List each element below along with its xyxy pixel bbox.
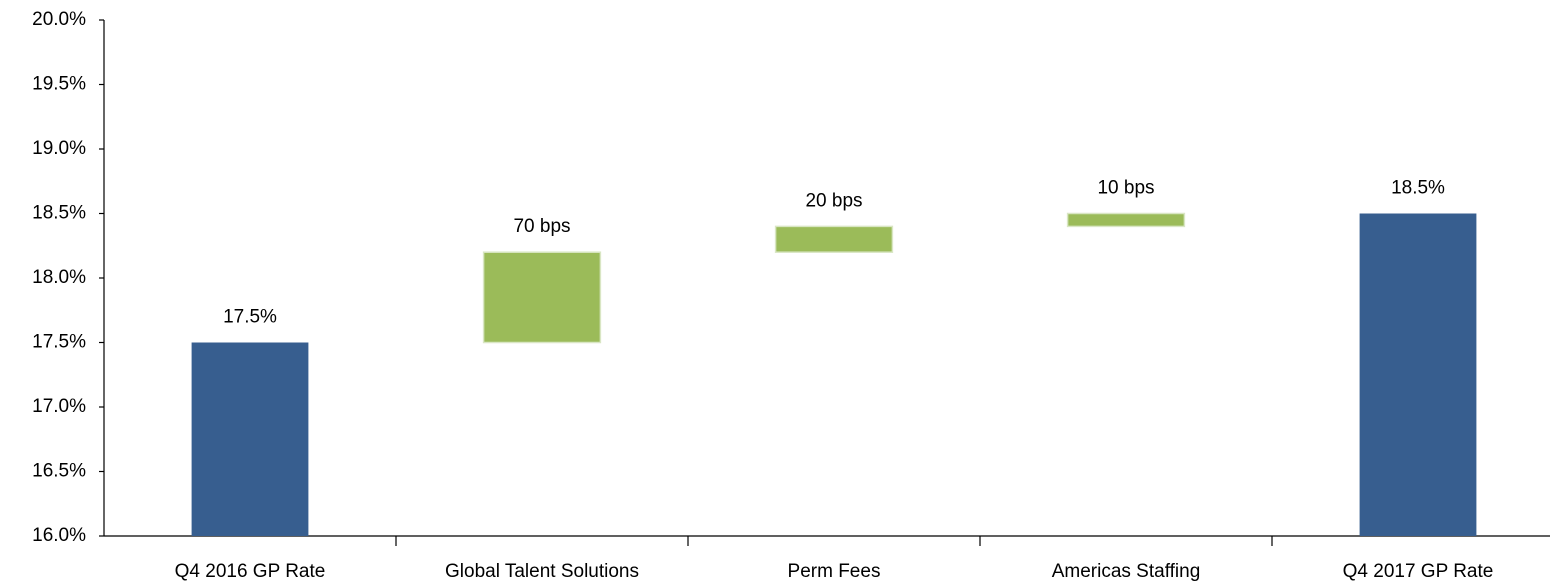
y-tick-label: 16.0% bbox=[32, 525, 86, 546]
bar bbox=[1066, 212, 1186, 228]
x-tick-label: Perm Fees bbox=[788, 561, 881, 582]
y-tick-label: 18.5% bbox=[32, 203, 86, 224]
value-label: 70 bps bbox=[513, 216, 570, 237]
y-tick-label: 16.5% bbox=[32, 461, 86, 482]
x-tick-label: Global Talent Solutions bbox=[445, 561, 639, 582]
bar bbox=[482, 251, 602, 344]
value-label: 18.5% bbox=[1391, 178, 1445, 199]
y-tick-label: 17.0% bbox=[32, 396, 86, 417]
x-tick-label: Americas Staffing bbox=[1052, 561, 1201, 582]
y-tick-label: 20.0% bbox=[32, 9, 86, 30]
bar bbox=[1359, 213, 1477, 536]
y-tick-label: 19.0% bbox=[32, 138, 86, 159]
bar bbox=[191, 342, 309, 536]
value-label: 20 bps bbox=[805, 190, 862, 211]
y-tick-label: 19.5% bbox=[32, 74, 86, 95]
value-label: 10 bps bbox=[1097, 178, 1154, 199]
value-label: 17.5% bbox=[223, 307, 277, 328]
x-tick-label: Q4 2017 GP Rate bbox=[1343, 561, 1494, 582]
y-tick-label: 17.5% bbox=[32, 332, 86, 353]
bar bbox=[774, 225, 894, 253]
x-tick-label: Q4 2016 GP Rate bbox=[175, 561, 326, 582]
y-tick-label: 18.0% bbox=[32, 267, 86, 288]
